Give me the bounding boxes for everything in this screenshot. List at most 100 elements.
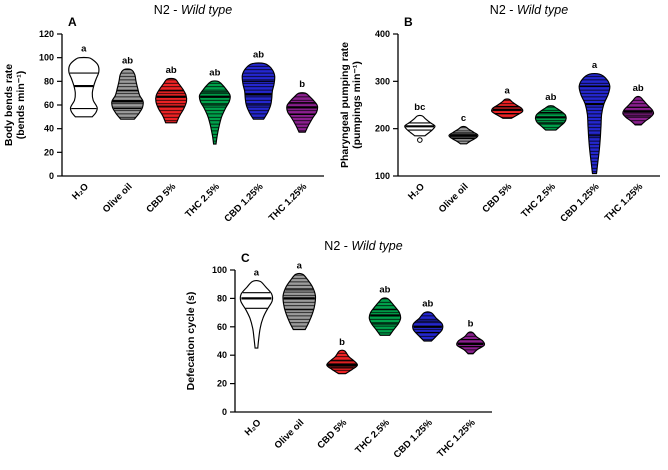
y-axis-label: Pharyngeal pumping rate(pumpings min⁻¹) xyxy=(339,42,363,168)
x-category-label: CBD 5% xyxy=(144,181,178,215)
sig-letter: ab xyxy=(422,299,433,310)
violin-thc-2-5 xyxy=(198,80,231,145)
y-tick-label: 60 xyxy=(217,322,227,332)
panel-C-plot: 0 20 40 60 80 100 Defecation cycle (s) Ca H₂O a Ol… xyxy=(185,251,492,461)
x-category-label: THC 2.5% xyxy=(353,417,392,456)
y-tick-label: 80 xyxy=(217,293,227,303)
sig-letter: ab xyxy=(545,92,556,103)
sig-letter: b xyxy=(468,318,474,329)
y-tick-label: 120 xyxy=(39,29,54,39)
y-tick-label: 300 xyxy=(375,76,390,86)
panel-title-A: N2 - Wild type xyxy=(62,3,324,17)
violin-hatch xyxy=(199,81,231,145)
violin-cbd-1-25 xyxy=(241,62,276,120)
y-tick-label: 60 xyxy=(44,100,54,110)
panel-letter: A xyxy=(68,15,77,29)
violin-hatch xyxy=(286,92,318,133)
violin-hatch xyxy=(242,63,275,120)
violin-outline xyxy=(578,73,611,175)
x-category-label: Olive oil xyxy=(272,417,306,451)
panel-title-prefix: N2 - xyxy=(489,3,517,17)
violin-thc-1-25 xyxy=(456,331,486,355)
violin-outline xyxy=(622,95,655,126)
violin-cbd-5 xyxy=(155,77,188,124)
x-category-label: THC 2.5% xyxy=(183,181,222,220)
violin-cbd-1-25 xyxy=(578,73,611,175)
violin-outline xyxy=(155,77,188,124)
x-category-label: H₂O xyxy=(406,181,427,202)
violin-hatch xyxy=(326,350,358,374)
panel-title-C: N2 - Wild type xyxy=(235,239,492,253)
y-tick-label: 100 xyxy=(212,265,227,275)
violin-hatch xyxy=(579,73,610,174)
violin-body xyxy=(68,57,99,117)
sig-letter: a xyxy=(254,267,260,278)
x-category-label: Olive oil xyxy=(437,181,471,215)
violin-h-o xyxy=(239,280,274,349)
x-category-label: CBD 5% xyxy=(480,181,514,215)
y-tick-label: 40 xyxy=(217,350,227,360)
panel-title-strain: Wild type xyxy=(351,239,403,253)
x-category-label: CBD 5% xyxy=(315,417,349,451)
violin-hatch xyxy=(111,68,144,120)
sig-letter: bc xyxy=(414,102,425,113)
panel-letter: C xyxy=(241,251,250,265)
violin-cbd-1-25 xyxy=(412,311,444,342)
violin-hatch xyxy=(369,298,401,336)
violin-outline xyxy=(282,272,317,331)
violin-thc-2-5 xyxy=(534,105,567,131)
sig-letter: a xyxy=(81,44,87,55)
violin-outline xyxy=(368,297,402,336)
y-tick-label: 100 xyxy=(375,171,390,181)
violin-outline xyxy=(241,62,276,120)
violin-outline xyxy=(68,56,100,118)
violin-outline xyxy=(491,98,524,119)
x-category-label: H₂O xyxy=(243,417,264,438)
panel-B: N2 - Wild type 100 200 300 400 Pharyngeal pu… xyxy=(336,0,668,234)
violin-cbd-5 xyxy=(491,98,524,119)
violin-h-o xyxy=(68,56,100,118)
sig-letter: b xyxy=(299,79,305,90)
violin-olive-oil xyxy=(111,68,144,120)
sig-letter: ab xyxy=(253,50,264,61)
x-category-label: CBD 1.25% xyxy=(392,417,436,461)
sig-letter: c xyxy=(461,113,466,124)
panel-title-prefix: N2 - xyxy=(153,3,181,17)
violin-thc-1-25 xyxy=(622,95,655,126)
panel-title-prefix: N2 - xyxy=(324,239,352,253)
violin-thc-2-5 xyxy=(368,297,402,336)
violin-outline xyxy=(456,331,486,355)
panel-title-strain: Wild type xyxy=(516,3,569,17)
panel-A: N2 - Wild type 0 20 40 60 80 100 120 Body bends… xyxy=(0,0,332,234)
sig-letter: a xyxy=(297,260,303,271)
x-category-label: CBD 1.25% xyxy=(558,181,602,225)
x-category-label: CBD 1.25% xyxy=(222,181,266,225)
sig-letter: ab xyxy=(209,67,220,78)
sig-letter: a xyxy=(592,60,598,71)
y-tick-label: 200 xyxy=(375,124,390,134)
panel-B-plot: 100 200 300 400 Pharyngeal pumping rate(pump… xyxy=(339,15,660,225)
violin-outline xyxy=(239,280,274,349)
panel-A-plot: 0 20 40 60 80 100 120 Body bends rate(bends min… xyxy=(3,15,324,225)
y-tick-label: 80 xyxy=(44,76,54,86)
violin-outline xyxy=(111,68,144,120)
violin-body xyxy=(240,280,273,349)
sig-letter: b xyxy=(339,337,345,348)
violin-outline xyxy=(412,311,444,342)
violin-olive-oil xyxy=(282,272,317,331)
violin-hatch xyxy=(155,78,187,123)
outlier-point xyxy=(417,137,423,143)
panel-C: N2 - Wild type 0 20 40 60 80 100 Defecation cy… xyxy=(160,236,505,470)
violin-outline xyxy=(326,349,358,375)
y-axis-label: Body bends rate(bends min⁻¹) xyxy=(3,64,27,146)
y-tick-label: 400 xyxy=(375,29,390,39)
sig-letter: a xyxy=(505,85,511,96)
y-tick-label: 20 xyxy=(217,379,227,389)
x-category-label: H₂O xyxy=(70,181,91,202)
sig-letter: ab xyxy=(379,284,390,295)
violin-outline xyxy=(534,105,567,131)
sig-letter: ab xyxy=(633,83,644,94)
panel-title-strain: Wild type xyxy=(180,3,233,17)
panel-title-B: N2 - Wild type xyxy=(398,3,660,17)
